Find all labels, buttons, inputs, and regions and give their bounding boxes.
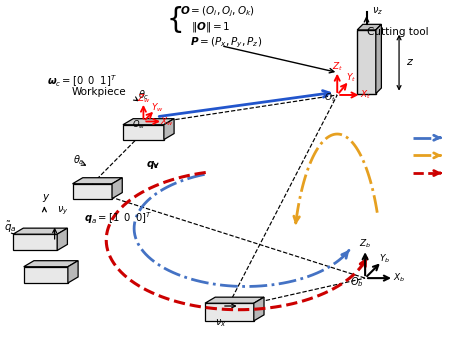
Text: $z$: $z$ bbox=[406, 57, 414, 67]
Polygon shape bbox=[123, 125, 164, 140]
Text: $Z_t$: $Z_t$ bbox=[332, 60, 343, 73]
Polygon shape bbox=[13, 228, 67, 234]
Text: $\boldsymbol{q}_c$: $\boldsymbol{q}_c$ bbox=[146, 159, 159, 171]
Text: $\{$: $\{$ bbox=[166, 4, 182, 35]
Text: $\|\boldsymbol{O}\|=1$: $\|\boldsymbol{O}\|=1$ bbox=[191, 20, 230, 34]
Polygon shape bbox=[205, 303, 254, 321]
Polygon shape bbox=[205, 297, 264, 303]
Text: $Y_b$: $Y_b$ bbox=[379, 252, 391, 265]
Polygon shape bbox=[73, 178, 122, 184]
Polygon shape bbox=[73, 184, 112, 199]
Polygon shape bbox=[13, 234, 57, 251]
Polygon shape bbox=[24, 261, 78, 267]
Text: $\boldsymbol{q}_a=[1\;\;0\;\;0]^T$: $\boldsymbol{q}_a=[1\;\;0\;\;0]^T$ bbox=[84, 210, 153, 225]
Text: $X_w$: $X_w$ bbox=[160, 115, 173, 128]
Text: $\boldsymbol{O}=(O_i,O_j,O_k)$: $\boldsymbol{O}=(O_i,O_j,O_k)$ bbox=[180, 4, 255, 19]
Text: $O_w$: $O_w$ bbox=[132, 118, 146, 131]
Text: $Y_w$: $Y_w$ bbox=[151, 101, 164, 114]
Text: $\theta_c$: $\theta_c$ bbox=[137, 88, 149, 102]
Text: $X_b$: $X_b$ bbox=[393, 272, 405, 284]
Polygon shape bbox=[254, 297, 264, 321]
Text: $Z_b$: $Z_b$ bbox=[359, 238, 371, 251]
Text: $X_t$: $X_t$ bbox=[360, 89, 372, 101]
Text: $Z_w$: $Z_w$ bbox=[137, 92, 150, 105]
Text: $\theta_a$: $\theta_a$ bbox=[73, 153, 84, 167]
Text: $\nu_z$: $\nu_z$ bbox=[372, 5, 383, 17]
Text: $O_b$: $O_b$ bbox=[350, 275, 364, 289]
Polygon shape bbox=[112, 178, 122, 199]
Text: $Y_t$: $Y_t$ bbox=[346, 72, 356, 84]
Text: $\tilde{q}_a$: $\tilde{q}_a$ bbox=[4, 220, 16, 235]
Polygon shape bbox=[357, 24, 382, 30]
Text: Cutting tool: Cutting tool bbox=[367, 27, 428, 37]
Polygon shape bbox=[164, 119, 174, 140]
Polygon shape bbox=[123, 119, 174, 125]
Text: $\nu_y$: $\nu_y$ bbox=[57, 205, 69, 217]
Polygon shape bbox=[357, 30, 376, 94]
Polygon shape bbox=[376, 24, 382, 94]
Text: $\boldsymbol{\omega}_c=[0\;\;0\;\;1]^T$: $\boldsymbol{\omega}_c=[0\;\;0\;\;1]^T$ bbox=[47, 73, 117, 89]
Polygon shape bbox=[24, 267, 68, 283]
Text: $\boldsymbol{P}=(P_x,P_y,P_z)$: $\boldsymbol{P}=(P_x,P_y,P_z)$ bbox=[190, 35, 262, 49]
Text: $y$: $y$ bbox=[42, 192, 50, 204]
Polygon shape bbox=[57, 228, 67, 251]
Text: $O_t$: $O_t$ bbox=[324, 92, 336, 104]
Polygon shape bbox=[68, 261, 78, 283]
Text: $\nu_x$: $\nu_x$ bbox=[215, 317, 227, 328]
Text: Workpiece: Workpiece bbox=[72, 87, 127, 97]
